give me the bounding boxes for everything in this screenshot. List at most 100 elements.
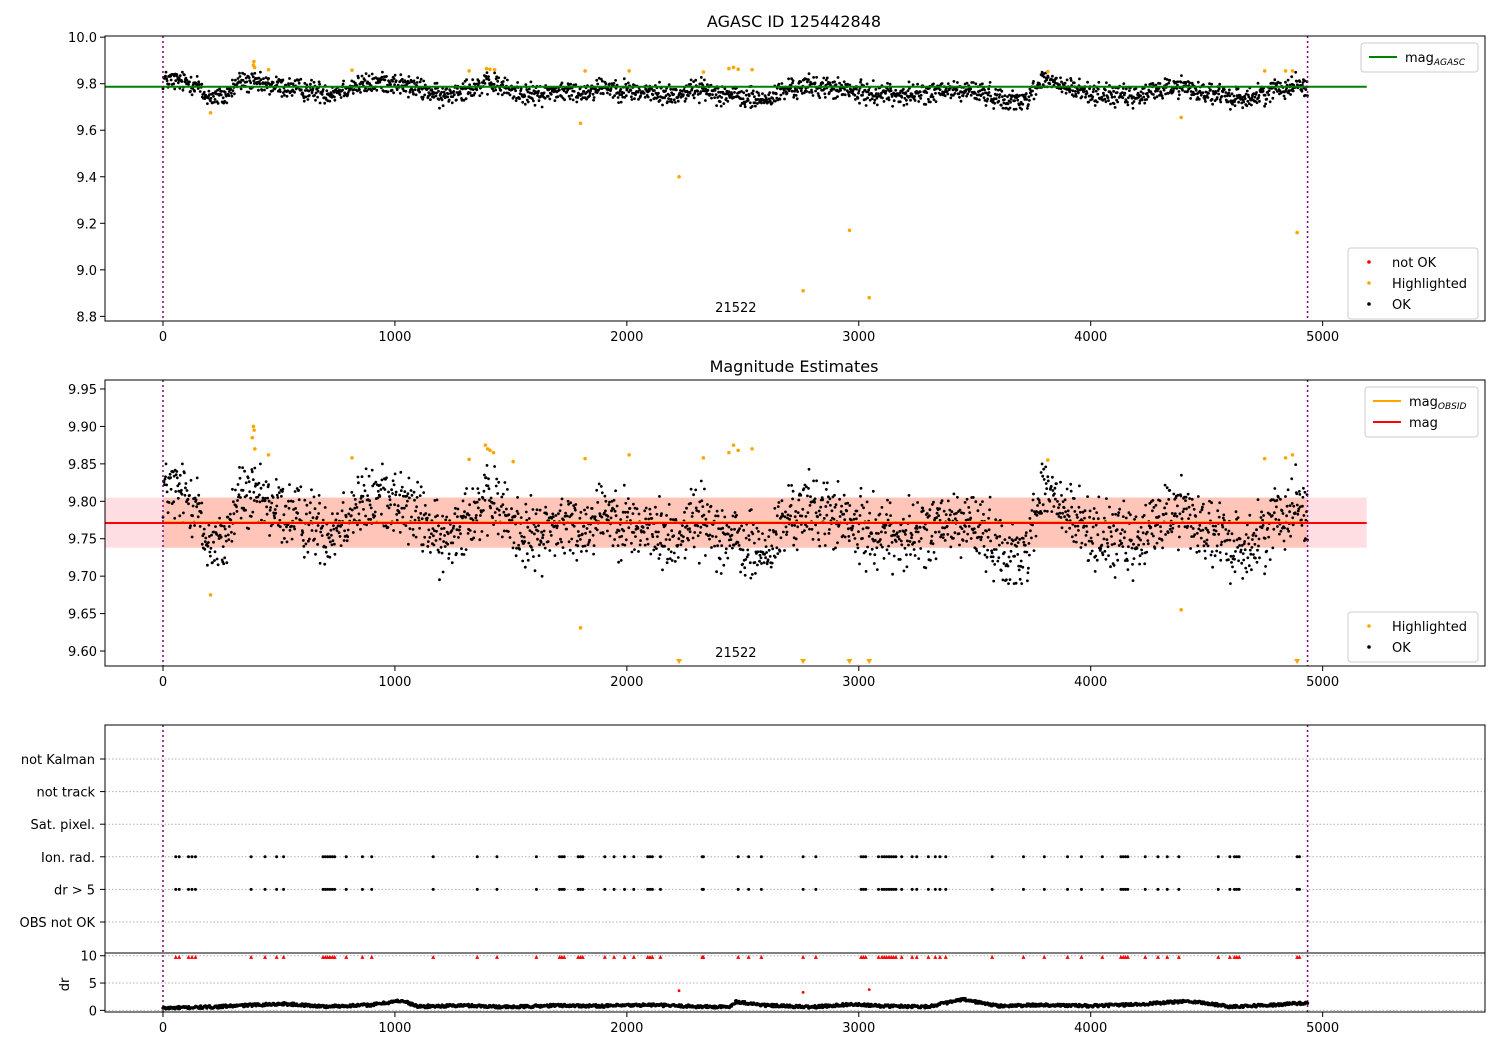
agasc-ok-point [1229,107,1232,111]
estimates-ok-point [947,519,951,522]
agasc-ok-point [447,98,451,102]
estimates-ok-point [683,556,687,560]
agasc-ok-point [189,89,192,93]
agasc-ok-point [393,73,397,77]
estimates-xtick-label: 2000 [610,675,643,690]
agasc-ok-point [1084,95,1087,99]
agasc-highlighted-point [252,59,256,64]
flags-flag-point [282,887,286,891]
estimates-ok-point [749,508,753,511]
estimates-ok-point [704,517,708,521]
agasc-ok-point [918,90,922,94]
estimates-ok-point [1214,529,1218,533]
estimates-ok-point [1219,558,1223,562]
flags-flag-point [174,855,178,859]
estimates-ok-point [1118,539,1122,543]
flags-flag-point [174,887,178,891]
estimates-ok-point [1093,570,1097,573]
estimates-ok-point [1046,475,1050,479]
agasc-ok-point [916,82,919,86]
estimates-ok-point [401,515,405,519]
estimates-ok-point [264,496,267,500]
estimates-ok-point [543,546,547,550]
estimates-ok-point [401,494,405,498]
estimates-ok-point [836,480,840,483]
agasc-ok-point [548,97,552,101]
estimates-ok-point [479,514,482,517]
dr-outlier-marker [937,954,942,959]
agasc-ok-point [604,82,608,86]
agasc-ok-point [669,98,673,101]
agasc-ok-point [828,91,831,94]
agasc-ok-point [412,92,415,96]
estimates-ok-point [436,548,440,552]
estimates-ok-point [259,462,262,466]
estimates-ok-point [882,557,886,560]
estimates-ok-point [1061,511,1064,515]
agasc-ok-point [398,91,402,95]
agasc-ok-point [997,95,1001,99]
estimates-ok-point [216,563,220,567]
estimates-ok-point [1105,497,1108,500]
agasc-ok-point [333,95,336,99]
agasc-ok-point [619,100,623,104]
estimates-ok-point [753,561,757,564]
dr-outlier-marker [759,954,764,959]
estimates-ok-point [851,524,855,528]
estimates-ok-point [1068,526,1072,530]
agasc-ok-point [751,92,755,96]
estimates-ok-point [331,539,335,543]
dr-outlier-marker [1237,954,1242,959]
estimates-ok-point [422,491,426,494]
agasc-ok-point [808,90,811,94]
estimates-ok-point [1208,499,1211,503]
estimates-ok-point [1127,545,1130,549]
flags-flag-point [658,887,662,891]
flags-flag-point [938,855,942,859]
estimates-ok-point [378,495,382,498]
flags-flag-point [650,855,654,859]
estimates-ok-point [1295,503,1299,507]
agasc-ok-point [259,78,263,81]
estimates-ok-point [1146,542,1150,546]
estimates-ok-point [905,565,909,569]
agasc-ok-point [626,81,630,85]
agasc-ok-point [1227,100,1230,104]
estimates-ok-point [766,558,770,562]
agasc-ok-point [572,90,576,93]
estimates-ok-point [670,529,674,533]
agasc-ok-point [258,80,261,84]
flags-flag-point [370,887,374,891]
agasc-ok-point [823,96,827,99]
dr-outlier-marker [281,954,286,959]
estimates-highlighted-point [1179,608,1183,612]
estimates-ok-point [654,530,658,534]
agasc-ok-point [717,90,720,94]
estimates-ok-point [1064,530,1068,534]
estimates-ok-point [265,505,268,509]
agasc-ok-point [597,76,601,80]
estimates-ok-point [215,557,219,561]
estimates-ok-point [1286,527,1289,531]
estimates-ok-point [266,485,270,489]
estimates-highlighted-point [750,447,754,451]
estimates-ok-point [180,492,184,496]
estimates-ok-point [1022,540,1026,544]
estimates-ok-point [292,525,296,528]
estimates-ok-point [868,511,872,515]
agasc-ok-point [281,78,285,82]
agasc-ok-point [421,95,425,99]
estimates-ok-point [1049,484,1053,488]
estimates-ok-point [386,526,390,529]
estimates-ok-point [1105,538,1109,541]
agasc-ok-point [257,76,261,80]
estimates-ok-point [961,539,965,542]
agasc-ok-point [482,79,486,82]
estimates-ok-point [433,529,436,533]
estimates-ok-point [345,539,349,543]
estimates-ok-point [1301,495,1305,499]
agasc-ok-point [744,93,748,97]
estimates-ok-point [600,515,604,519]
estimates-ok-point [574,503,578,506]
